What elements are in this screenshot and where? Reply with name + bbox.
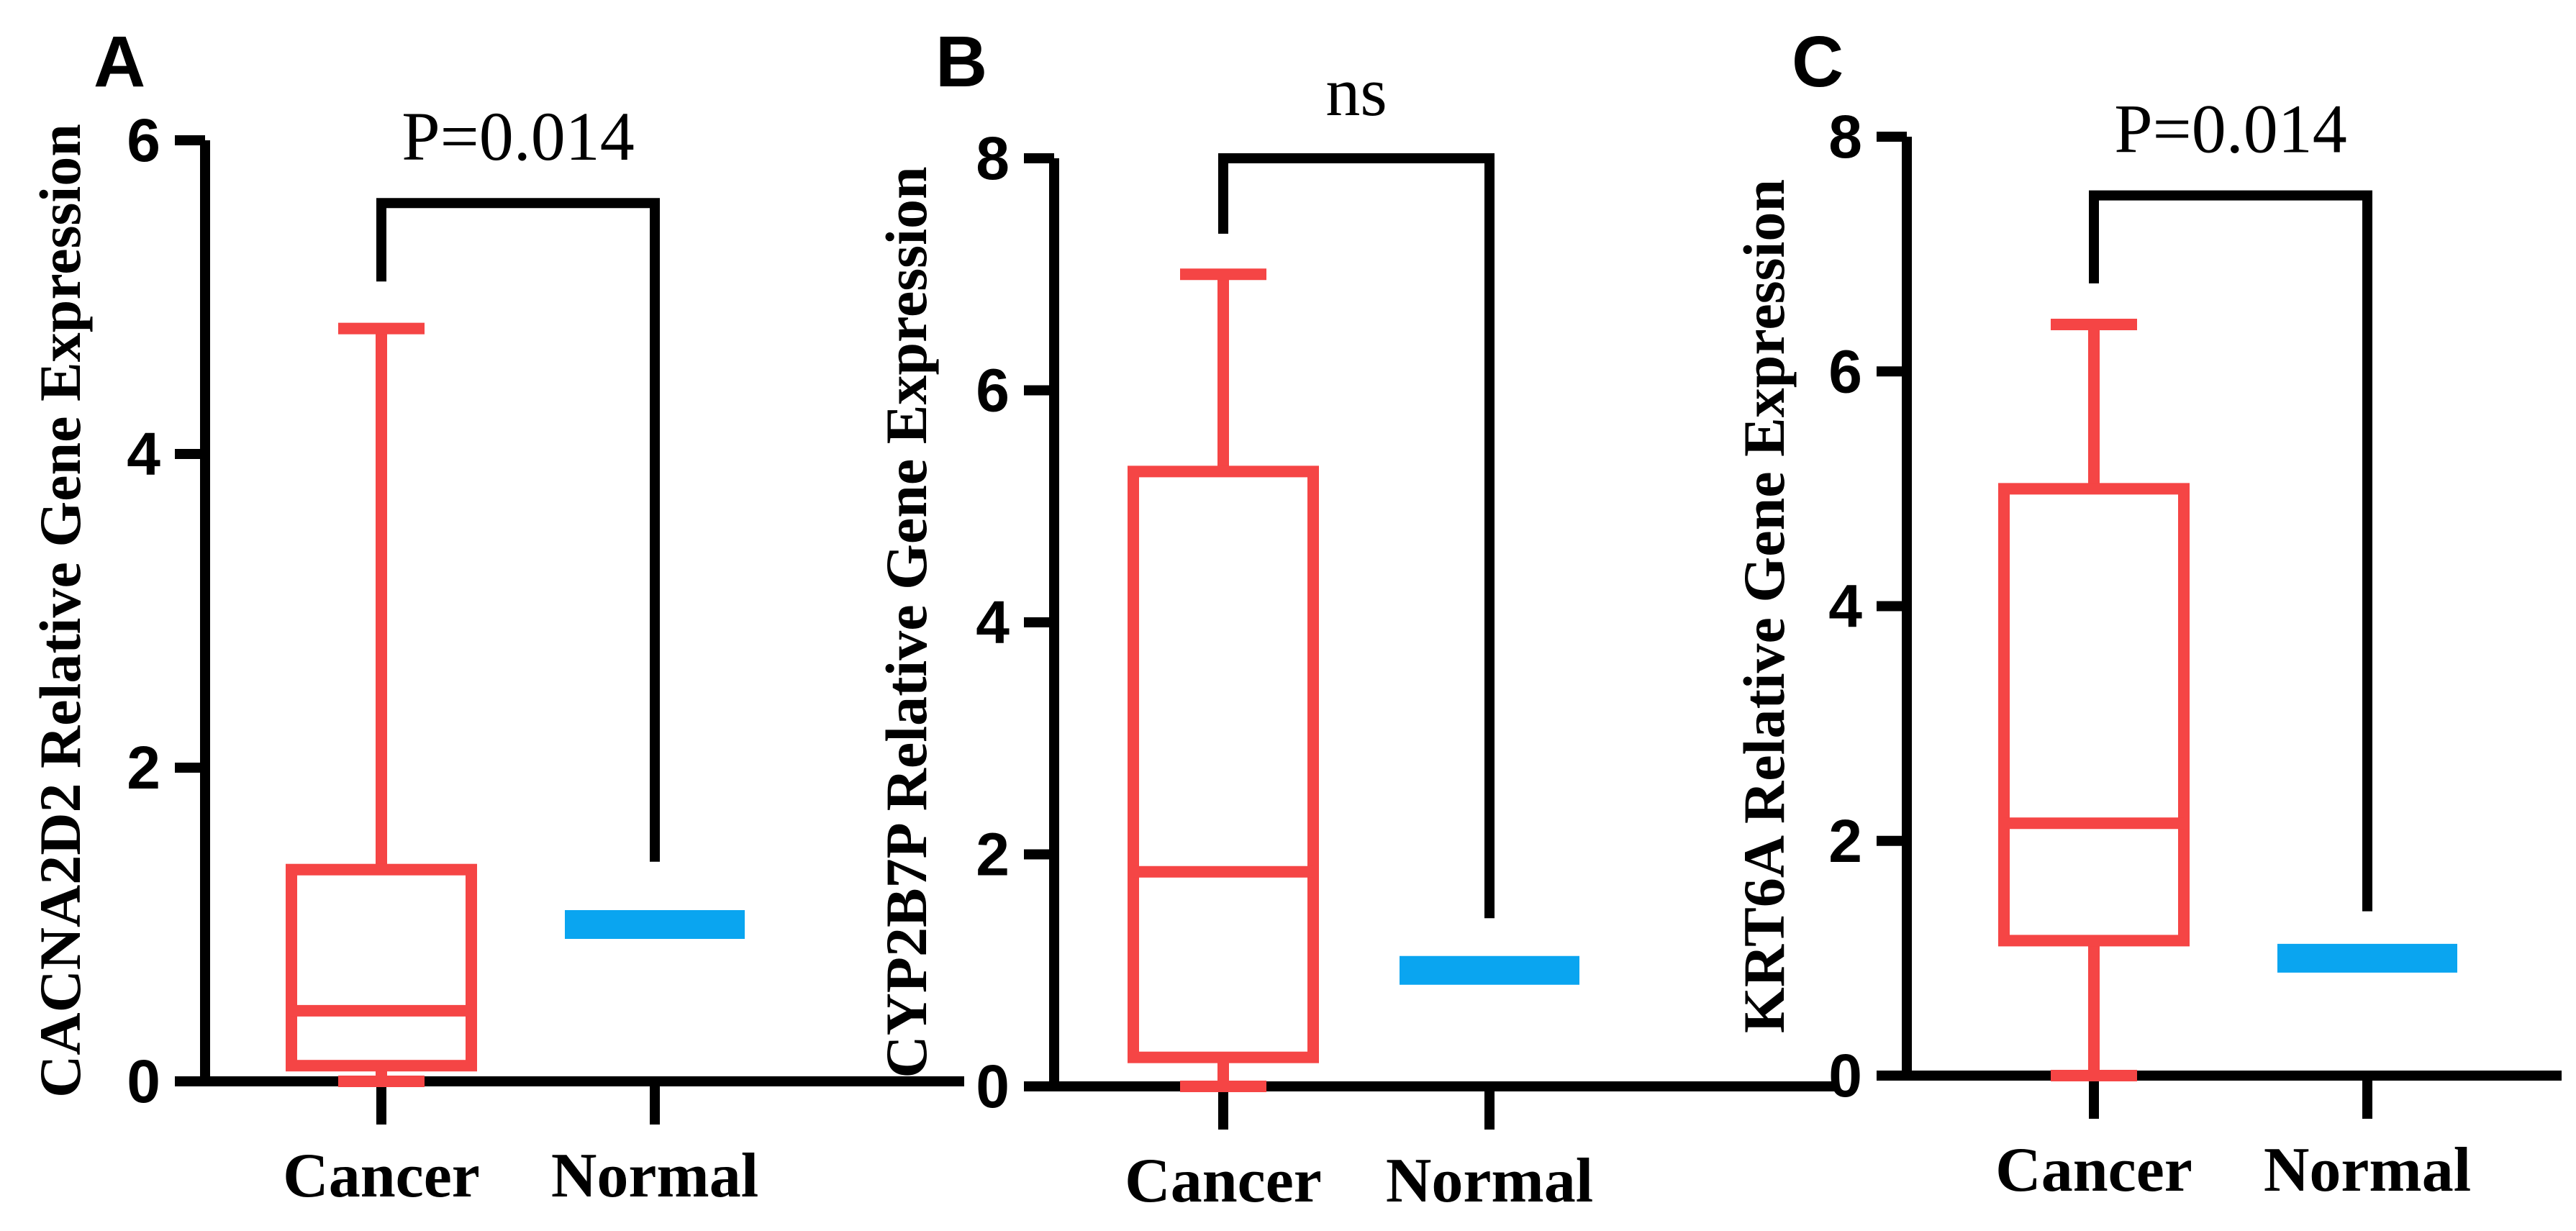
- y-axis-label: CYP2B7P Relative Gene Expression: [874, 166, 939, 1078]
- panel-letter: A: [94, 22, 145, 102]
- y-tick-label: 6: [127, 106, 160, 174]
- y-tick-label: 4: [127, 420, 160, 488]
- significance-label: P=0.014: [2114, 91, 2347, 168]
- y-axis-label: KRT6A Relative Gene Expression: [1731, 179, 1797, 1033]
- y-tick-label: 4: [1828, 573, 1862, 640]
- x-tick-label: Normal: [551, 1141, 758, 1211]
- y-tick-label: 0: [127, 1048, 160, 1115]
- significance-bracket: [2089, 190, 2372, 912]
- significance-label: ns: [1325, 53, 1387, 130]
- box-cancer: [1128, 268, 1319, 1092]
- y-tick-label: 2: [976, 821, 1010, 889]
- y-tick-label: 2: [1828, 807, 1862, 875]
- panel-c: C KRT6A Relative Gene Expression 0 2 4 6 8 Canc…: [1731, 22, 2562, 1205]
- y-axis-label: CACNA2D2 Relative Gene Expression: [27, 124, 93, 1098]
- y-tick-label: 0: [1828, 1042, 1862, 1109]
- box-cancer: [1998, 319, 2190, 1081]
- panel-letter: C: [1792, 22, 1843, 102]
- y-tick-label: 6: [976, 357, 1010, 424]
- significance-label: P=0.014: [402, 98, 635, 175]
- y-tick-label: 8: [1828, 103, 1862, 171]
- significance-bracket: [376, 198, 660, 862]
- box-cancer: [286, 322, 477, 1087]
- iqr-box: [1128, 465, 1319, 1063]
- iqr-box: [1998, 483, 2190, 947]
- panel-b: B CYP2B7P Relative Gene Expression 0 2 4 6 8 Ca…: [874, 22, 1835, 1216]
- x-tick-label: Normal: [1386, 1146, 1593, 1216]
- y-tick-label: 2: [127, 734, 160, 801]
- y-tick-label: 6: [1828, 337, 1862, 405]
- x-tick-label: Normal: [2264, 1135, 2471, 1205]
- iqr-box: [286, 863, 477, 1072]
- y-tick-label: 0: [976, 1053, 1010, 1120]
- panel-letter: B: [935, 22, 987, 102]
- x-tick-label: Cancer: [283, 1141, 480, 1211]
- significance-bracket: [1218, 153, 1495, 919]
- y-tick-label: 4: [976, 589, 1010, 656]
- y-tick-label: 8: [976, 124, 1010, 192]
- x-tick-label: Cancer: [1995, 1135, 2192, 1205]
- x-tick-label: Cancer: [1125, 1146, 1322, 1216]
